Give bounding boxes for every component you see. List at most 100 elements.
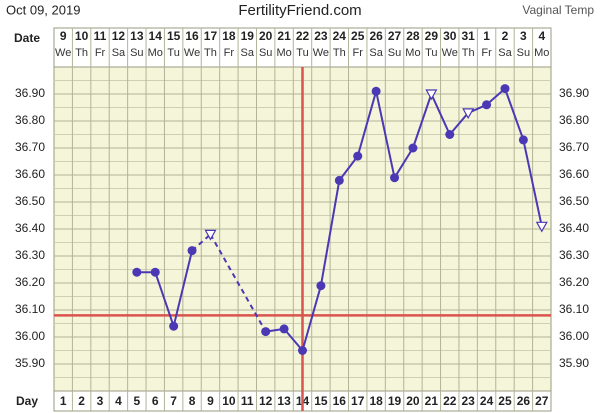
- line-segment: [448, 112, 469, 136]
- point-marker: [261, 327, 271, 337]
- x-tick-label: 17: [351, 394, 365, 408]
- point-marker: [169, 321, 179, 331]
- date-label: 27: [388, 29, 402, 43]
- point-marker: [316, 281, 326, 291]
- y-tick-label-right: 36.90: [559, 86, 589, 100]
- y-tick-label: 36.90: [15, 86, 45, 100]
- date-label: 30: [443, 29, 457, 43]
- date-label: 20: [259, 29, 273, 43]
- point-marker: [482, 100, 492, 110]
- weekday-label: Mo: [276, 47, 291, 59]
- date-row-label: Date: [14, 31, 40, 45]
- date-label: 2: [502, 29, 509, 43]
- weekday-label: Fr: [224, 47, 235, 59]
- date-label: 13: [130, 29, 144, 43]
- date-label: 11: [94, 29, 107, 43]
- line-segment: [504, 88, 525, 141]
- point-marker: [500, 84, 510, 94]
- line-segment: [154, 271, 175, 327]
- point-marker: [371, 86, 381, 96]
- weekday-label: We: [184, 47, 200, 59]
- x-tick-label: 16: [333, 394, 347, 408]
- x-tick-label: 20: [406, 394, 420, 408]
- weekday-label: Mo: [534, 47, 549, 59]
- date-label: 26: [369, 29, 383, 43]
- date-label: 10: [75, 29, 89, 43]
- point-marker: [334, 175, 344, 185]
- point-marker: [445, 130, 455, 139]
- date-label: 19: [241, 29, 255, 43]
- x-tick-label: 21: [425, 394, 439, 408]
- x-tick-label: 27: [535, 394, 549, 408]
- weekday-label: Tu: [167, 47, 179, 59]
- y-tick-label: 36.80: [15, 113, 45, 127]
- weekday-label: Tu: [425, 47, 437, 59]
- point-marker: [150, 267, 160, 277]
- weekday-label: Sa: [498, 47, 512, 59]
- x-tick-label: 18: [369, 394, 383, 408]
- chart-date: Oct 09, 2019: [6, 2, 80, 17]
- line-segment: [283, 328, 304, 352]
- point-marker: [187, 246, 197, 256]
- weekday-label: Th: [75, 47, 88, 59]
- weekday-label: Mo: [405, 47, 420, 59]
- line-segment: [209, 233, 267, 333]
- weekday-label: Su: [130, 47, 143, 59]
- y-tick-label-right: 36.70: [559, 140, 589, 154]
- line-segment: [356, 91, 378, 157]
- date-label: 3: [520, 29, 527, 43]
- x-tick-label: 10: [222, 394, 236, 408]
- point-marker: [353, 151, 363, 161]
- x-tick-label: 9: [207, 394, 214, 408]
- line-segment: [319, 180, 341, 286]
- day-row-label: Day: [16, 394, 38, 408]
- y-tick-label-right: 36.00: [559, 329, 589, 343]
- point-marker: [132, 267, 142, 277]
- point-marker-open: [462, 108, 475, 120]
- y-tick-label-right: 36.10: [559, 302, 589, 316]
- point-marker-open: [425, 89, 438, 101]
- line-segment: [393, 147, 414, 179]
- date-label: 18: [222, 29, 236, 43]
- y-tick-label-right: 36.40: [559, 221, 589, 235]
- y-tick-label: 36.50: [15, 194, 45, 208]
- y-tick-label: 36.20: [15, 275, 45, 289]
- y-tick-label: 36.70: [15, 140, 45, 154]
- chart-title: FertilityFriend.com: [238, 2, 361, 19]
- x-tick-label: 11: [241, 394, 254, 408]
- date-label: 24: [333, 29, 347, 43]
- x-tick-label: 15: [314, 394, 328, 408]
- weekday-label: Th: [333, 47, 346, 59]
- x-tick-label: 13: [277, 394, 291, 408]
- y-tick-label: 36.00: [15, 329, 45, 343]
- x-tick-label: 5: [133, 394, 140, 408]
- weekday-label: Su: [259, 47, 272, 59]
- line-segment: [301, 285, 322, 351]
- x-tick-label: 26: [517, 394, 531, 408]
- date-label: 14: [149, 29, 163, 43]
- x-tick-label: 12: [259, 394, 273, 408]
- x-tick-label: 19: [388, 394, 402, 408]
- weekday-label: Mo: [148, 47, 163, 59]
- y-tick-label-right: 36.80: [559, 113, 589, 127]
- weekday-label: We: [313, 47, 329, 59]
- point-marker: [279, 324, 289, 334]
- x-tick-label: 4: [115, 394, 122, 408]
- chart-subtitle: Vaginal Temp: [522, 3, 594, 17]
- x-tick-label: 24: [480, 394, 494, 408]
- weekday-label: Th: [462, 47, 475, 59]
- date-label: 15: [167, 29, 181, 43]
- line-segment: [375, 91, 396, 178]
- line-segment: [172, 250, 194, 327]
- date-label: 17: [204, 29, 218, 43]
- x-tick-label: 1: [60, 394, 67, 408]
- point-marker-open: [204, 229, 217, 241]
- date-label: 21: [277, 29, 291, 43]
- x-tick-label: 6: [152, 394, 159, 408]
- y-tick-label-right: 36.50: [559, 194, 589, 208]
- weekday-label: We: [442, 47, 458, 59]
- point-marker: [298, 346, 307, 355]
- line-segment: [338, 155, 359, 182]
- y-tick-label-right: 36.30: [559, 248, 589, 262]
